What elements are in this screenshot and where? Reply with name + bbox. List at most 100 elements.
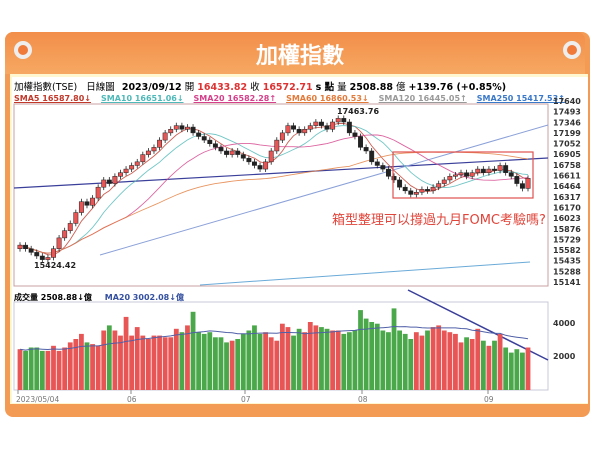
volume-bar [464,337,469,390]
sma60: SMA60 16860.53↓ [286,94,369,103]
volume-bar [397,330,403,390]
candle [39,255,45,260]
candle [151,147,157,152]
candle [346,121,352,134]
sma10-line [19,125,529,254]
volume-bar [67,342,73,390]
volume-bar [408,339,414,390]
volume-bar [201,333,207,390]
volume-bar [525,347,531,390]
volume-bar [425,330,430,390]
volume-bar [307,322,313,390]
open-value: 16433.82 [197,82,248,93]
volume-bar [453,333,458,390]
volume-bar [79,333,84,390]
x-tick: 09 [484,395,494,404]
candle [430,186,436,192]
volume-bar [173,328,179,390]
change: +139.76 (+0.85%) [408,82,507,93]
candle [525,178,531,189]
volume-bar [335,330,341,390]
candle [397,179,403,188]
volume-label: 成交量 2508.88↓億 [14,293,92,302]
volume-bar [56,350,62,390]
price-tick: 16023 [553,214,581,223]
volume-tick: 4000 [553,319,576,328]
header-bar [5,32,585,74]
volume-bar [235,339,241,390]
sma250-line [99,124,549,256]
candle [28,248,34,253]
candle [369,150,375,163]
price-tick: 16758 [553,161,581,170]
volume-bar [112,330,118,390]
sma-legend: SMA5 16587.80↓ SMA10 16651.06↓ SMA20 16582… [14,94,575,103]
volume-bar [369,322,375,390]
candle [90,197,96,206]
candle [486,168,492,173]
x-tick: 06 [127,395,137,404]
price-tick: 16611 [553,172,581,181]
volume-bar [212,337,218,390]
volume-bar [274,340,280,390]
candle [508,172,514,177]
candle [67,223,73,231]
candle [408,190,414,195]
volume-bar [240,333,246,390]
volume-bar [134,327,140,390]
candle [374,161,380,166]
volume-bar [145,339,151,390]
candle [285,125,291,134]
open-label: 開 [184,82,195,93]
volume-bar [23,350,28,390]
volume-bar [469,339,475,390]
vol-label: 量 [337,82,347,93]
candle [313,121,319,126]
volume-bar [447,332,453,390]
volume-bar [480,340,486,390]
candle [229,150,235,155]
vol-unit: 億 [395,82,406,93]
candle [179,125,185,130]
candle [480,168,486,173]
high-label: 17463.76 [337,107,379,116]
candle [207,139,213,144]
candle [447,176,453,181]
volume-bar [279,323,285,390]
volume-bar [84,342,90,390]
volume-bar [296,328,302,390]
price-tick: 17052 [553,140,581,149]
volume-bar [486,345,492,390]
close-value: 16572.71 [262,82,313,93]
volume-bar [118,335,123,390]
candle [296,128,302,134]
volume-bar [386,332,391,390]
candle [358,136,363,148]
price-tick: 15141 [553,278,581,287]
candle [419,189,425,193]
candle [291,125,296,130]
candle [464,172,470,177]
volume-bar [252,325,257,390]
candle [324,125,330,130]
close-label: 收 [250,82,260,93]
volume-bar [90,344,95,390]
volume-bar [413,332,419,390]
quote-info: 加權指數(TSE) 日線圖 2023/09/12 開 16433.82 收 16… [14,79,506,93]
candle [51,248,56,258]
sma10: SMA10 16651.06↓ [100,94,184,103]
volume-bar [207,332,213,390]
volume-bar [168,337,174,390]
volume-ma: MA20 3002.08↓億 [104,293,184,302]
candle [246,157,252,163]
candle [196,132,202,137]
volume-bar [162,337,168,390]
candle [218,147,224,152]
candle [391,176,397,181]
sma-line [199,261,531,286]
price-tick: 17346 [553,118,581,127]
price-tick: 16170 [553,203,581,212]
volume-bar [346,332,352,390]
volume-bar [263,332,269,390]
volume-bar [358,310,363,390]
